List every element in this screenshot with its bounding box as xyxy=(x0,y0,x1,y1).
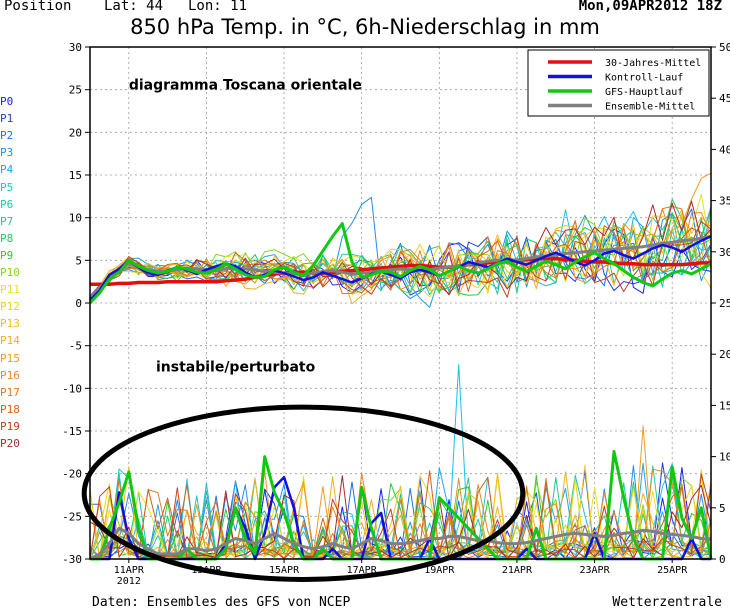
member-temp-line xyxy=(89,194,712,301)
x-tick-label: 17APR xyxy=(347,565,378,576)
highlight-ellipse xyxy=(81,404,526,582)
y-left-tick-label: 5 xyxy=(75,254,82,267)
y-right-tick-label: 15 xyxy=(719,399,730,412)
y-left-tick-label: 10 xyxy=(69,212,82,225)
member-label: P9 xyxy=(0,248,14,262)
member-temp-line xyxy=(89,212,712,299)
y-left-tick-label: 25 xyxy=(69,84,82,97)
y-left-tick-label: -10 xyxy=(62,382,82,395)
member-temp-line xyxy=(89,210,712,308)
chart-grid xyxy=(90,47,711,559)
member-precip-line xyxy=(89,466,712,560)
x-tick-label: 15APR xyxy=(269,565,300,576)
x-tick-label: 11APR xyxy=(114,565,145,576)
member-label: P16 xyxy=(0,368,20,382)
y-left-tick-label: -15 xyxy=(62,425,82,438)
series-temp-30-jahres-mittel xyxy=(90,256,711,286)
member-label: P14 xyxy=(0,334,20,348)
precipitation-lines xyxy=(89,363,713,561)
series-temp-gfs-hauptlauf xyxy=(88,222,712,305)
chart-legend: 30-Jahres-Mittel Kontroll-Lauf GFS-Hauptla… xyxy=(527,49,710,117)
member-label: P1 xyxy=(0,112,14,126)
x-tick-label: 21APR xyxy=(502,565,533,576)
member-label: P7 xyxy=(0,214,14,228)
y-left-tick-label: 20 xyxy=(69,126,82,139)
y-right-tick-label: 35 xyxy=(719,195,730,208)
y-right-tick-label: 50 xyxy=(719,41,730,54)
x-tick-label: 19APR xyxy=(424,565,455,576)
member-label: P17 xyxy=(0,385,20,399)
x-tick-sublabel: 2012 xyxy=(117,576,141,587)
series-temp-ensemble-mittel xyxy=(88,234,712,300)
longitude-label: Lon: 11 xyxy=(188,0,248,14)
x-tick-label: 23APR xyxy=(580,565,611,576)
legend-label: 30-Jahres-Mittel xyxy=(605,58,701,69)
data-source: Daten: Ensembles des GFS von NCEP xyxy=(92,595,351,610)
run-date: Mon,09APR2012 18Z xyxy=(578,0,722,14)
y-left-tick-label: 15 xyxy=(69,169,82,182)
series-precip-ensemble-mittel xyxy=(89,526,712,561)
member-temp-line xyxy=(89,212,712,298)
annotation-condition: instabile/perturbato xyxy=(156,359,316,375)
member-label: P2 xyxy=(0,129,14,143)
member-label: P13 xyxy=(0,317,20,331)
member-label: P0 xyxy=(0,95,14,108)
member-precip-line xyxy=(89,471,712,559)
legend-label: Ensemble-Mittel xyxy=(605,102,695,113)
temperature-lines xyxy=(88,172,712,308)
chart-title: 850 hPa Temp. in °C, 6h-Niederschlag in … xyxy=(130,15,600,39)
member-label: P3 xyxy=(0,146,14,160)
y-right-tick-label: 40 xyxy=(719,143,730,156)
y-right-tick-label: 0 xyxy=(719,553,726,566)
y-left-tick-label: -5 xyxy=(69,340,82,353)
member-label: P19 xyxy=(0,419,20,433)
legend-label: GFS-Hauptlauf xyxy=(605,87,683,98)
y-left-tick-label: 30 xyxy=(69,41,82,54)
y-right-tick-label: 45 xyxy=(719,92,730,105)
member-label: P20 xyxy=(0,437,20,450)
position-label: Position xyxy=(4,0,72,14)
y-right-tick-label: 5 xyxy=(719,502,726,515)
y-right-tick-label: 10 xyxy=(719,451,730,464)
y-right-tick-label: 25 xyxy=(719,297,730,310)
member-temp-line xyxy=(89,200,712,299)
x-tick-label: 25APR xyxy=(657,565,688,576)
y-right-tick-label: 30 xyxy=(719,246,730,259)
member-label: P8 xyxy=(0,231,14,245)
member-label: P4 xyxy=(0,163,14,177)
y-axis-left: 30 25 20 15 10 5 0 -5 -10 -15 -20 -25 -30 xyxy=(62,41,90,566)
y-left-tick-label: 0 xyxy=(75,297,82,310)
member-temp-line xyxy=(89,225,712,297)
member-label: P6 xyxy=(0,197,14,211)
annotation-region: diagramma Toscana orientale xyxy=(129,78,362,94)
member-precip-line xyxy=(89,470,712,560)
member-label: P12 xyxy=(0,300,20,314)
member-label: P11 xyxy=(0,283,20,297)
y-right-tick-label: 20 xyxy=(719,348,730,361)
member-label: P18 xyxy=(0,402,20,416)
y-left-tick-label: -25 xyxy=(62,510,82,523)
member-label: P15 xyxy=(0,351,20,365)
y-left-tick-label: -20 xyxy=(62,468,82,481)
member-label: P10 xyxy=(0,266,20,279)
member-label: P5 xyxy=(0,180,14,194)
y-left-tick-label: -30 xyxy=(62,553,82,566)
legend-label: Kontroll-Lauf xyxy=(605,73,683,84)
brand-name: Wetterzentrale xyxy=(612,595,722,610)
latitude-label: Lat: 44 xyxy=(104,0,164,14)
